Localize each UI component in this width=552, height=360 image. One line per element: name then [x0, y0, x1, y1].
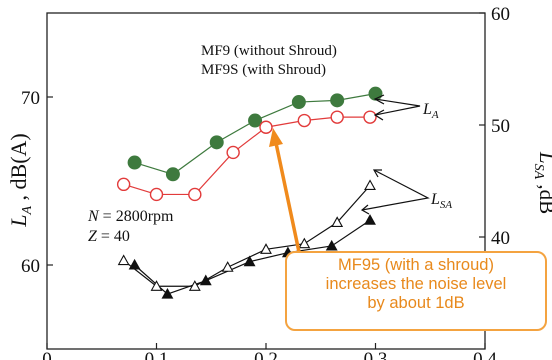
data-point-filled-triangle: [161, 287, 174, 299]
data-point-open-triangle: [188, 280, 201, 291]
data-point-open-circle: [297, 113, 312, 128]
left-y-tick-label: 60: [21, 256, 40, 277]
data-point-filled-circle: [127, 155, 142, 170]
callout-line-3: by about 1dB: [367, 294, 465, 312]
series-line-3: [123, 185, 371, 287]
data-point-filled-triangle: [243, 255, 256, 267]
right-y-axis-label: LSA ,dB: [531, 151, 552, 214]
legend-mf9: MF9 (without Shroud): [201, 43, 337, 59]
x-tick-label: 0.2: [254, 349, 278, 360]
left-y-axis-label: LA , dB(A): [6, 133, 35, 228]
right-y-tick-label: 50: [491, 116, 510, 137]
la-annotation-arrows: [373, 94, 421, 121]
param-n: N = 2800rpm: [87, 208, 174, 225]
callout-line-1: MF95 (with a shroud): [338, 256, 494, 274]
data-point-open-triangle: [260, 243, 272, 254]
data-point-filled-circle: [209, 135, 224, 150]
data-point-open-circle: [149, 187, 164, 202]
x-tick-label: 0.1: [145, 349, 169, 360]
callout-arrow-head: [269, 128, 283, 147]
x-tick-label: 0: [42, 349, 52, 360]
right-y-tick-label: 60: [491, 4, 510, 25]
data-point-open-triangle: [364, 179, 376, 191]
axis-ticks: 0 0.1 0.2 0.3 0.4 60 70 40 50 60: [21, 4, 510, 360]
lsa-label: LSA: [430, 191, 452, 211]
left-y-tick-label: 70: [21, 88, 40, 109]
callout-arrow-shaft: [274, 142, 301, 253]
data-point-open-triangle: [150, 280, 163, 291]
data-point-open-circle: [188, 187, 202, 202]
data-point-open-circle: [363, 110, 377, 124]
data-point-open-circle: [259, 120, 273, 134]
data-point-filled-circle: [291, 95, 306, 110]
series-layer: [116, 86, 383, 299]
x-tick-label: 0.3: [364, 349, 388, 360]
right-y-tick-label: 40: [491, 228, 510, 249]
x-tick-label: 0.4: [473, 349, 497, 360]
param-z: Z = 40: [88, 228, 130, 245]
callout-box: MF95 (with a shroud) increases the noise…: [285, 251, 547, 331]
legend-mf9s: MF9S (with Shroud): [201, 62, 326, 78]
data-point-open-circle: [116, 177, 131, 192]
lsa-annotation-arrows: [360, 169, 430, 215]
data-point-open-circle: [330, 110, 344, 124]
data-point-filled-triangle: [325, 239, 338, 251]
data-point-open-circle: [226, 145, 240, 160]
data-point-filled-circle: [165, 167, 180, 182]
callout-line-2: increases the noise level: [325, 275, 507, 293]
series-line-1: [123, 116, 371, 196]
data-point-open-triangle: [298, 237, 311, 249]
la-label: LA: [422, 101, 439, 121]
data-point-open-triangle: [221, 261, 234, 272]
data-point-filled-circle: [248, 113, 263, 128]
data-point-filled-triangle: [128, 258, 141, 270]
data-point-open-triangle: [331, 216, 344, 227]
data-point-filled-circle: [330, 93, 345, 108]
data-point-open-triangle: [117, 254, 130, 266]
data-point-filled-triangle: [364, 214, 376, 225]
